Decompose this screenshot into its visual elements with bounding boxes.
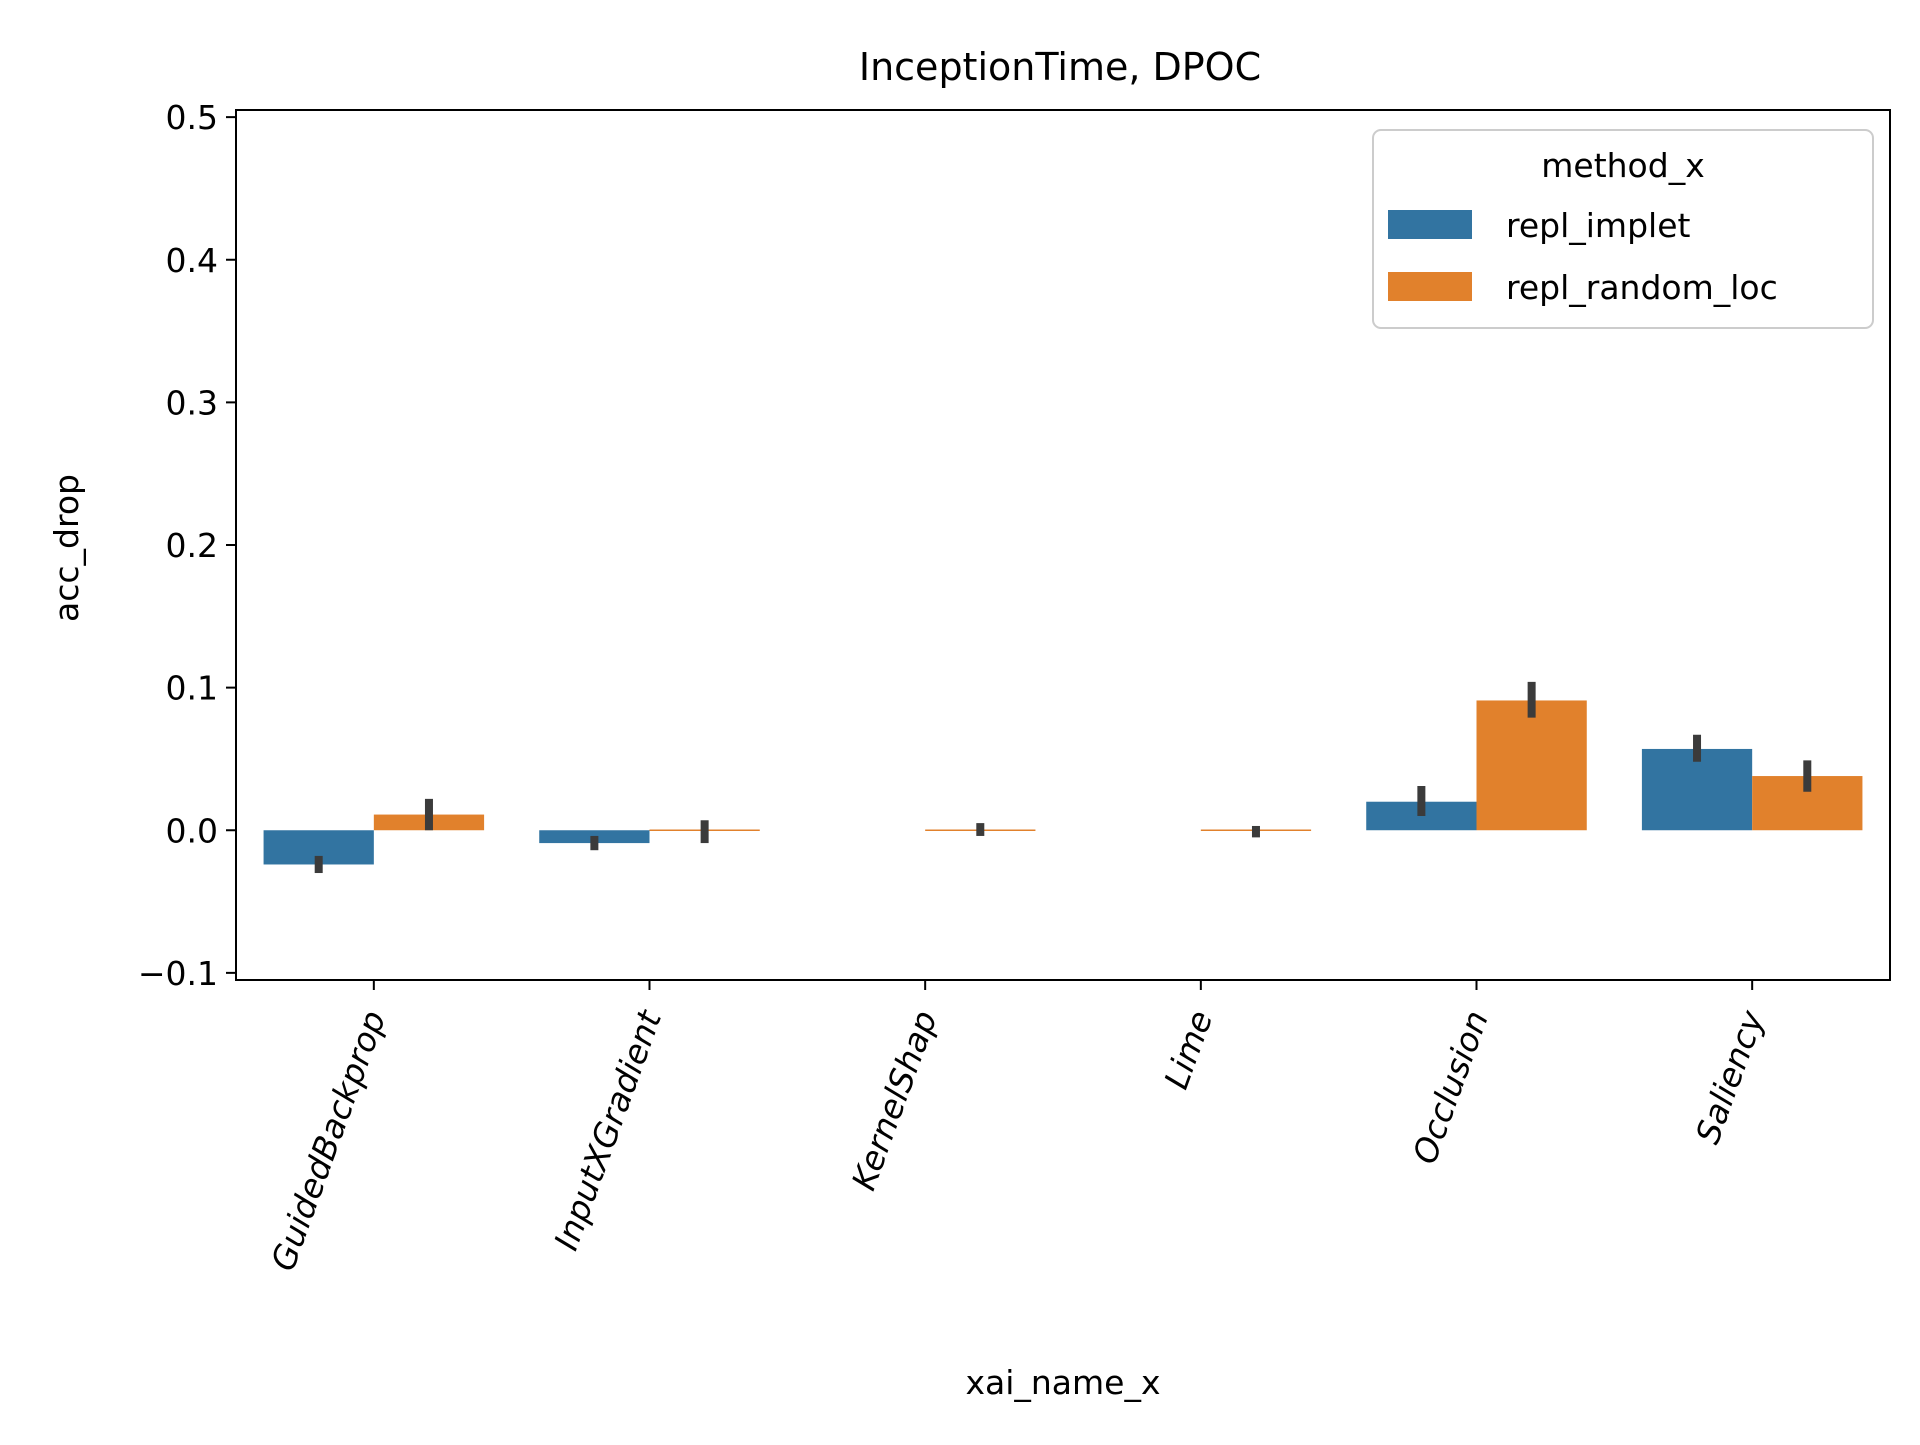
legend-title: method_x bbox=[1541, 146, 1704, 185]
legend-swatch-repl-implet bbox=[1388, 210, 1472, 239]
legend: method_x repl_implet repl_random_loc bbox=[1372, 129, 1874, 329]
legend-box bbox=[1372, 129, 1874, 329]
bars-layer bbox=[263, 700, 1863, 865]
x-tick-label-occlusion: Occlusion bbox=[1405, 1005, 1496, 1169]
x-tick-label-kernelshap: KernelShap bbox=[844, 1005, 945, 1195]
y-tick-label: −0.1 bbox=[138, 954, 218, 993]
y-axis-label: acc_drop bbox=[47, 474, 86, 622]
x-axis: GuidedBackprop InputXGradient KernelShap Li… bbox=[263, 980, 1772, 1276]
legend-label-repl-implet: repl_implet bbox=[1506, 206, 1690, 245]
y-tick-label: 0.5 bbox=[166, 98, 218, 137]
error-bars-layer bbox=[314, 681, 1812, 874]
x-tick-label-saliency: Saliency bbox=[1688, 1005, 1772, 1149]
y-tick-label: 0.4 bbox=[166, 241, 218, 280]
chart-title: InceptionTime, DPOC bbox=[859, 45, 1261, 89]
bar-occlusion-repl-random-loc bbox=[1476, 700, 1587, 831]
y-tick-label: 0.0 bbox=[166, 811, 218, 850]
y-tick-label: 0.1 bbox=[166, 669, 218, 708]
y-axis: −0.1 0.0 0.1 0.2 0.3 0.4 0.5 bbox=[138, 98, 236, 993]
x-tick-label-inputxgradient: InputXGradient bbox=[546, 1004, 669, 1255]
legend-swatch-repl-random-loc bbox=[1388, 272, 1472, 301]
legend-label-repl-random-loc: repl_random_loc bbox=[1506, 268, 1778, 307]
x-tick-label-guidedbackprop: GuidedBackprop bbox=[263, 1005, 393, 1275]
y-tick-label: 0.3 bbox=[166, 383, 218, 422]
y-tick-label: 0.2 bbox=[166, 526, 218, 565]
bar-saliency-repl-implet bbox=[1641, 748, 1753, 831]
x-tick-label-lime: Lime bbox=[1156, 1005, 1220, 1094]
x-axis-label: xai_name_x bbox=[965, 1363, 1160, 1402]
